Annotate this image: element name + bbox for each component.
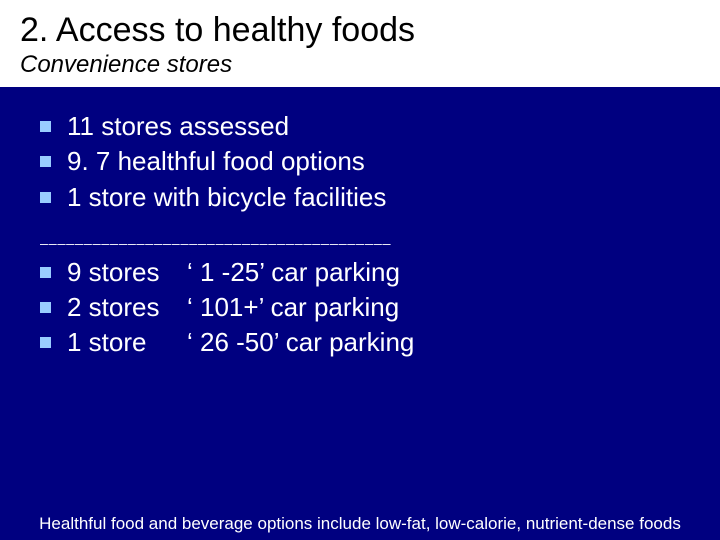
bullet-item: 9. 7 healthful food options [40, 144, 700, 179]
parking-desc: ‘ 101+’ car parking [187, 290, 700, 325]
content-area: 11 stores assessed 9. 7 healthful food o… [0, 87, 720, 360]
square-bullet-icon [40, 267, 51, 278]
parking-row: 9 stores ‘ 1 -25’ car parking [40, 255, 700, 290]
parking-row: 1 store ‘ 26 -50’ car parking [40, 325, 700, 360]
square-bullet-icon [40, 192, 51, 203]
slide-subtitle: Convenience stores [20, 51, 700, 79]
parking-count: 2 stores [67, 290, 187, 325]
bullet-item: 11 stores assessed [40, 109, 700, 144]
square-bullet-icon [40, 121, 51, 132]
square-bullet-icon [40, 337, 51, 348]
bullet-text: 11 stores assessed [67, 109, 289, 144]
bullet-group-top: 11 stores assessed 9. 7 healthful food o… [40, 109, 700, 214]
parking-count: 9 stores [67, 255, 187, 290]
divider-line: ________________________________________ [40, 229, 700, 245]
bullet-text: 9. 7 healthful food options [67, 144, 365, 179]
parking-row: 2 stores ‘ 101+’ car parking [40, 290, 700, 325]
footnote-text: Healthful food and beverage options incl… [18, 514, 702, 534]
title-block: 2. Access to healthy foods Convenience s… [0, 0, 720, 87]
bullet-text: 1 store with bicycle facilities [67, 180, 386, 215]
square-bullet-icon [40, 156, 51, 167]
slide-title: 2. Access to healthy foods [20, 12, 700, 49]
bullet-group-parking: 9 stores ‘ 1 -25’ car parking 2 stores ‘… [40, 255, 700, 360]
parking-count: 1 store [67, 325, 187, 360]
parking-desc: ‘ 26 -50’ car parking [187, 325, 700, 360]
bullet-item: 1 store with bicycle facilities [40, 180, 700, 215]
square-bullet-icon [40, 302, 51, 313]
parking-desc: ‘ 1 -25’ car parking [187, 255, 700, 290]
